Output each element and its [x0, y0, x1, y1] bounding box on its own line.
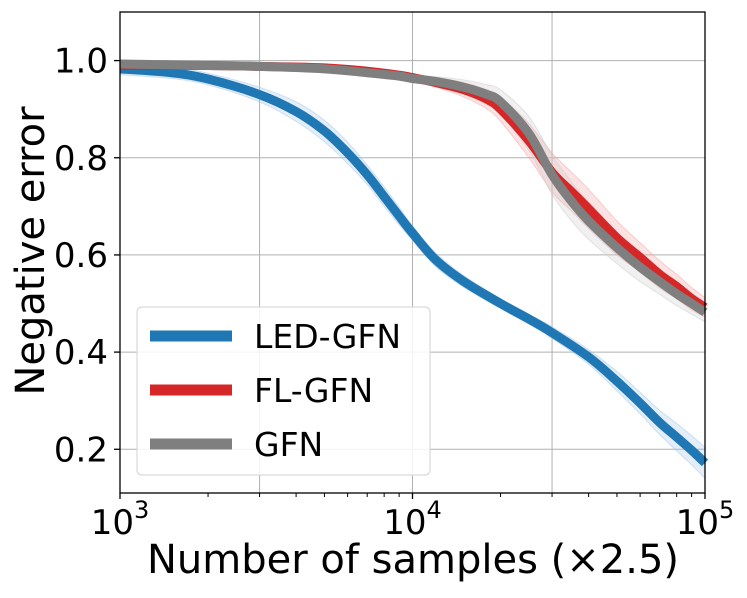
- x-tick-label: 103: [91, 496, 150, 543]
- legend: LED-GFN FL-GFN GFN: [136, 306, 431, 476]
- x-tick-base: 10: [91, 503, 134, 543]
- y-axis-title: Negative error: [8, 106, 54, 396]
- y-tick-label: 0.6: [54, 236, 108, 276]
- y-tick-label: 1.0: [54, 42, 108, 82]
- x-tick-label: 105: [676, 496, 735, 543]
- series-line-gfn: [119, 59, 708, 317]
- x-tick-exponent: 4: [426, 496, 441, 524]
- x-axis-title: Number of samples (×2.5): [147, 537, 679, 583]
- x-tick-base: 10: [383, 503, 426, 543]
- y-tick-label: 0.8: [54, 139, 108, 179]
- legend-label-fl-gfn: FL-GFN: [254, 371, 373, 410]
- x-tick-exponent: 5: [719, 496, 734, 524]
- y-tick-label: 0.2: [54, 430, 108, 470]
- legend-label-led-gfn: LED-GFN: [254, 317, 401, 356]
- x-tick-exponent: 3: [134, 496, 149, 524]
- x-tick-label: 104: [383, 496, 442, 543]
- series-lines: [119, 59, 709, 467]
- series-line-led-gfn: [119, 64, 709, 467]
- legend-label-gfn: GFN: [254, 425, 323, 464]
- y-tick-label: 0.4: [54, 333, 108, 373]
- x-tick-base: 10: [676, 503, 719, 543]
- legend-box: [136, 306, 431, 476]
